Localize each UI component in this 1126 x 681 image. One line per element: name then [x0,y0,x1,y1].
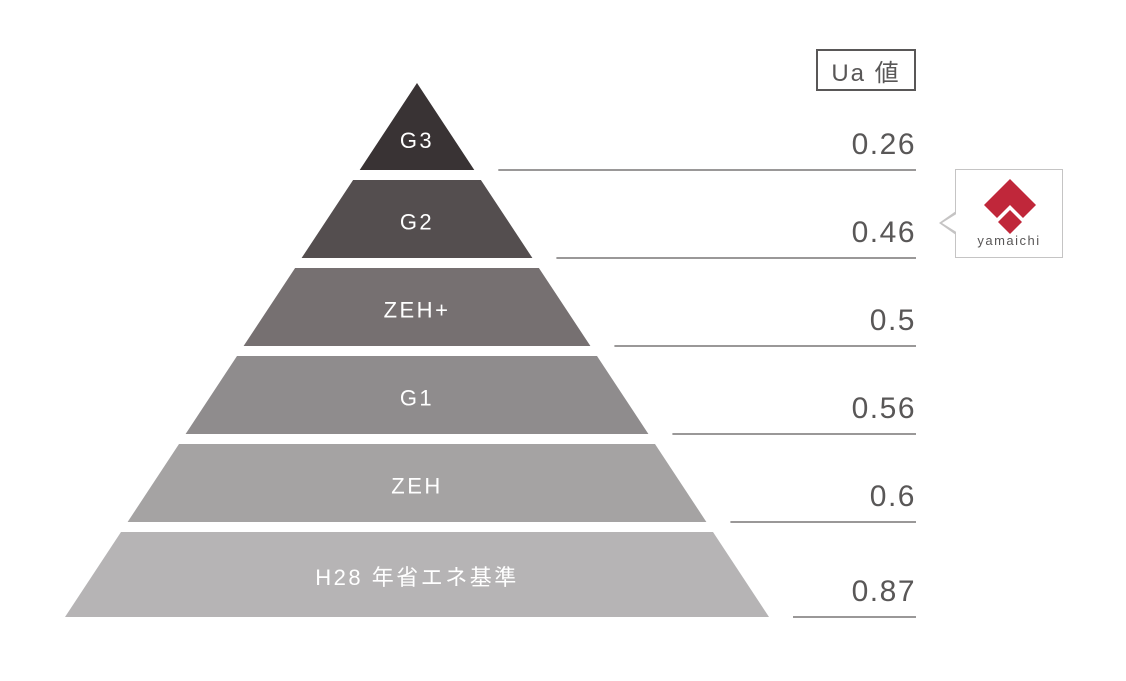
ua-value-g1: 0.56 [852,392,916,425]
ua-value-g3: 0.26 [852,128,916,161]
badge-tail-fill [942,213,958,233]
tier-shape-g3 [359,83,475,170]
tier-label-zeh: ZEH+ [384,298,451,323]
ua-value-zeh: 0.5 [870,304,916,337]
ua-value-g2: 0.46 [852,216,916,249]
tier-label-zeh: ZEH [391,474,443,499]
tier-label-h28: H28 年省エネ基準 [315,565,518,590]
tier-shape-g1 [185,356,649,434]
ua-value-h28: 0.87 [852,575,916,608]
ua-value-header-box: Ua 値 [816,49,916,91]
ua-value-header-label: Ua 値 [831,59,901,87]
tier-shape-zeh [243,268,591,346]
tier-shape-zeh [127,444,707,522]
ua-value-zeh: 0.6 [870,480,916,513]
tier-shape-h28 [65,532,769,617]
tier-shape-g2 [301,180,533,258]
yamaichi-brand-text: yamaichi [977,233,1041,248]
yamaichi-badge: yamaichi [939,169,1063,258]
tier-label-g1: G1 [400,386,434,411]
yamaichi-logo-icon [984,179,1036,234]
tier-label-g3: G3 [400,128,434,153]
tier-label-g2: G2 [400,210,434,235]
